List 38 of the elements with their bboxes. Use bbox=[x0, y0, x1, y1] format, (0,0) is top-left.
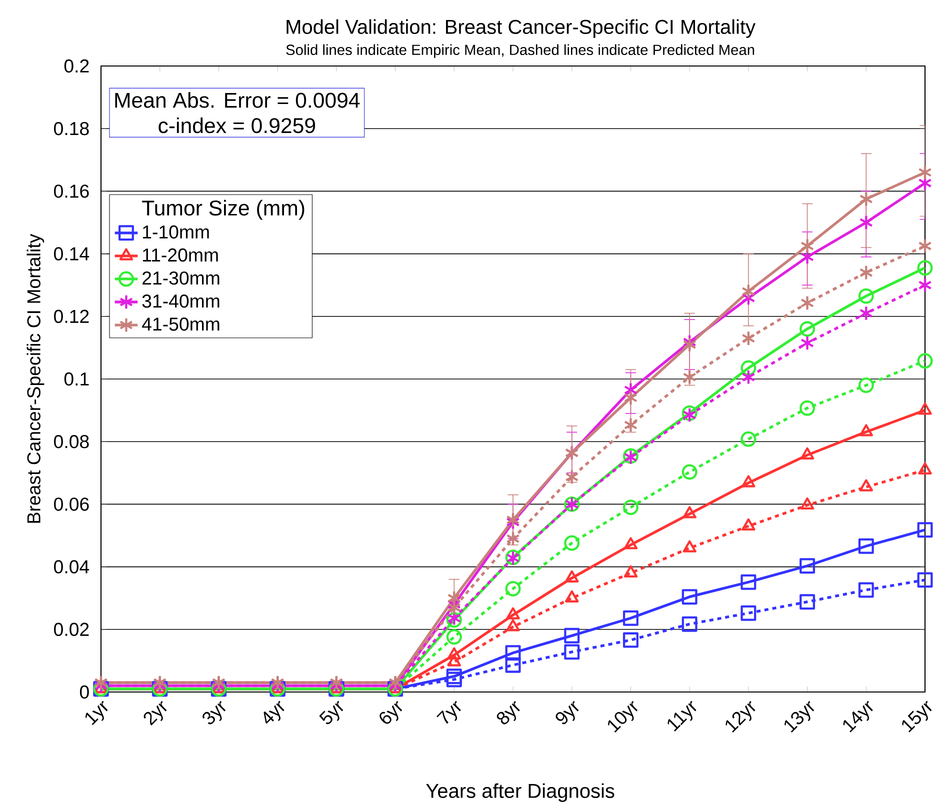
legend-label: 1-10mm bbox=[143, 225, 209, 239]
x-tick-label: 3yr bbox=[202, 701, 226, 724]
y-tick-label: 0 bbox=[80, 685, 89, 699]
x-tick-label: 5yr bbox=[319, 700, 344, 724]
x-tick-label: 8yr bbox=[496, 701, 520, 724]
x-tick-label: 13yr bbox=[784, 701, 814, 733]
y-tick-label: 0.2 bbox=[64, 59, 89, 73]
y-tick-label: 0.14 bbox=[54, 247, 90, 260]
y-tick-label: 0.1 bbox=[64, 372, 89, 386]
y-tick-label: 0.08 bbox=[54, 434, 89, 448]
y-tick-label: 0.04 bbox=[54, 560, 90, 574]
y-tick-label: 0.02 bbox=[54, 622, 89, 636]
legend-label: 21-30mm bbox=[142, 271, 220, 285]
x-tick-label: 15yr bbox=[902, 700, 932, 732]
x-tick-label: 2yr bbox=[144, 701, 167, 726]
x-tick-label: 6yr bbox=[380, 701, 402, 724]
x-tick-label: 14yr bbox=[843, 700, 873, 732]
y-tick-label: 0.18 bbox=[54, 122, 89, 136]
x-tick-label: 9yr bbox=[556, 701, 579, 724]
y-tick-label: 0.06 bbox=[54, 498, 89, 511]
x-tick-label: 10yr bbox=[608, 701, 638, 733]
y-axis-title: Breast Cancer-Specific CI Mortality bbox=[26, 234, 44, 523]
legend-label: 11-20mm bbox=[143, 248, 218, 262]
annotation: c-index = 0.9259 bbox=[158, 118, 316, 134]
annotation: Mean Abs. Error = 0.0094 bbox=[115, 92, 360, 108]
legend-title: Tumor Size (mm) bbox=[142, 200, 304, 220]
x-tick-label: 12yr bbox=[726, 701, 756, 733]
chart-title: Model Validation: Breast Cancer-Specific CI Mortality bbox=[286, 19, 756, 38]
x-tick-label: 11yr bbox=[668, 700, 696, 732]
chart-subtitle: Solid lines indicate Empiric Mean, Dashed lines indicate Predicted Mean bbox=[286, 44, 754, 58]
legend-label: 41-50mm bbox=[142, 318, 220, 331]
x-tick-label: 4yr bbox=[264, 700, 284, 724]
x-tick-label: 7yr bbox=[436, 700, 461, 724]
y-tick-label: 0.12 bbox=[54, 310, 89, 324]
x-axis-title: Years after Diagnosis bbox=[426, 783, 614, 802]
y-tick-label: 0.16 bbox=[54, 184, 89, 198]
x-tick-label: 1yr bbox=[85, 700, 108, 726]
legend-label: 31-40mm bbox=[142, 294, 220, 308]
